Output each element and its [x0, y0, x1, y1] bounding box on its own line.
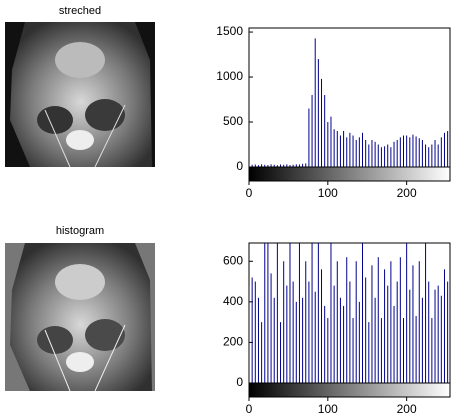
image-title: streched — [59, 5, 101, 17]
x-tick-label: 0 — [246, 402, 253, 416]
colorbar — [248, 166, 451, 182]
y-tick-label: 1000 — [216, 69, 243, 83]
x-tick-label: 100 — [318, 186, 338, 200]
x-tick-label: 0 — [246, 186, 253, 200]
x-tick-label: 100 — [318, 402, 338, 416]
y-tick-label: 600 — [223, 253, 243, 267]
y-tick-label: 1500 — [216, 24, 243, 38]
y-tick-label: 0 — [236, 375, 243, 389]
y-tick-label: 0 — [236, 159, 243, 173]
stems — [249, 243, 449, 383]
image-title: histogram — [56, 225, 104, 237]
y-tick-label: 400 — [223, 294, 243, 308]
image-equalized — [5, 243, 155, 392]
stems — [249, 38, 449, 167]
colorbar — [248, 382, 451, 398]
y-tick-label: 500 — [223, 114, 243, 128]
x-tick-label: 200 — [397, 402, 417, 416]
y-tick-label: 200 — [223, 335, 243, 349]
image-stretched — [5, 22, 155, 168]
x-tick-label: 200 — [397, 186, 417, 200]
